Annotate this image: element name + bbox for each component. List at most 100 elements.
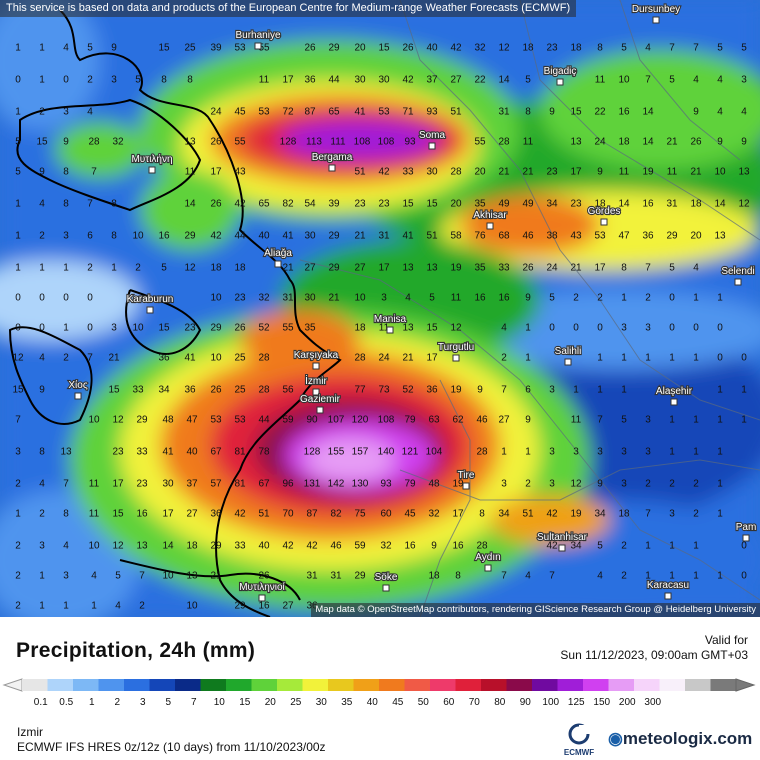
place-marker-icon — [742, 534, 750, 542]
place-label[interactable]: Soma — [418, 129, 447, 142]
grid-value: 3 — [111, 75, 117, 86]
grid-value: 5 — [597, 541, 603, 552]
place-label[interactable]: Dursunbey — [631, 3, 682, 16]
grid-value: 9 — [477, 385, 483, 396]
place-label[interactable]: Akhisar — [472, 209, 508, 222]
grid-value: 14 — [714, 199, 726, 210]
place-label[interactable]: Tire — [456, 469, 475, 482]
place-marker-icon — [428, 142, 436, 150]
place-label[interactable]: Turgutlu — [437, 341, 476, 354]
grid-value: 9 — [111, 43, 117, 54]
legend-tick-label: 20 — [265, 697, 277, 708]
grid-value: 1 — [645, 541, 651, 552]
place-label[interactable]: Manisa — [373, 313, 408, 326]
meteologix-logo[interactable]: ◉meteologix.com — [608, 729, 752, 749]
grid-value: 30 — [304, 293, 316, 304]
place-label[interactable]: Selendi — [720, 265, 756, 278]
grid-value: 34 — [158, 385, 170, 396]
grid-value: 29 — [354, 571, 366, 582]
grid-value: 36 — [426, 385, 438, 396]
grid-value: 1 — [717, 385, 723, 396]
grid-value: 21 — [690, 167, 702, 178]
grid-value: 53 — [234, 415, 246, 426]
legend-tick-label: 5 — [165, 697, 171, 708]
place-label[interactable]: Karşıyaka — [293, 349, 340, 362]
grid-value: 18 — [522, 43, 534, 54]
grid-value: 1 — [39, 263, 45, 274]
grid-value: 13 — [570, 137, 582, 148]
grid-value: 1 — [621, 385, 627, 396]
grid-value: 32 — [380, 541, 392, 552]
place-marker-icon — [734, 278, 742, 286]
grid-value: 1 — [501, 447, 507, 458]
place-label[interactable]: Χίος — [67, 378, 89, 392]
grid-value: 34 — [546, 199, 558, 210]
place-label[interactable]: Pam — [735, 521, 758, 534]
grid-value: 16 — [642, 199, 654, 210]
precipitation-map[interactable]: 1 1 4 5 9 15 25 39 53 55 26 29 20 15 26 40 42 32 12 18 23 18 8… — [0, 0, 760, 617]
grid-value: 15 — [158, 43, 170, 54]
grid-value: 17 — [162, 509, 174, 520]
grid-value: 34 — [498, 509, 510, 520]
grid-value: 23 — [184, 323, 196, 334]
grid-value: 51 — [354, 167, 366, 178]
grid-value: 29 — [328, 263, 340, 274]
grid-value: 0 — [573, 323, 579, 334]
grid-value: 44 — [328, 75, 340, 86]
grid-value: 8 — [63, 509, 69, 520]
place-label[interactable]: Alaşehir — [655, 385, 694, 398]
place-label[interactable]: Aliağa — [263, 247, 293, 260]
legend-tick-label: 3 — [140, 697, 146, 708]
legend-tick-label: 100 — [542, 697, 559, 708]
grid-value: 1 — [91, 601, 97, 612]
place-label[interactable]: Sultanhisar — [536, 531, 589, 544]
grid-value: 31 — [282, 293, 294, 304]
place-label[interactable]: Gördes — [587, 205, 622, 218]
place-label[interactable]: Μυτιλήνη — [130, 152, 173, 166]
legend-tick-label: 2 — [114, 697, 120, 708]
grid-value: 1 — [717, 479, 723, 490]
legend-tick-label: 45 — [392, 697, 404, 708]
grid-value: 9 — [63, 137, 69, 148]
grid-value: 1 — [669, 571, 675, 582]
grid-value: 120 — [352, 415, 369, 426]
grid-value: 8 — [39, 447, 45, 458]
legend-swatch — [251, 679, 278, 691]
grid-value: 9 — [525, 415, 531, 426]
place-label[interactable]: Bergama — [311, 151, 354, 164]
grid-value: 26 — [258, 571, 270, 582]
place-label[interactable]: Karacasu — [646, 579, 690, 592]
grid-value: 70 — [282, 509, 294, 520]
admin-boundaries — [299, 0, 760, 617]
grid-value: 1 — [597, 385, 603, 396]
place-label[interactable]: İzmir — [304, 373, 329, 388]
grid-value: 42 — [378, 167, 390, 178]
legend-swatch — [302, 679, 329, 691]
place-label[interactable]: Μυτιληνιοί — [238, 580, 287, 594]
grid-value: 23 — [546, 167, 558, 178]
grid-value: 3 — [645, 323, 651, 334]
grid-value: 17 — [210, 167, 222, 178]
grid-value: 2 — [135, 263, 141, 274]
legend-swatch — [710, 679, 737, 691]
place-label[interactable]: Söke — [374, 571, 399, 584]
grid-value: 42 — [234, 199, 246, 210]
map-attribution[interactable]: Map data © OpenStreetMap contributors, r… — [311, 603, 760, 617]
meteologix-text-a: meteologi — [622, 729, 704, 748]
grid-value: 18 — [690, 199, 702, 210]
coastline — [8, 9, 342, 617]
place-label[interactable]: Bigadiç — [542, 65, 577, 78]
place-label[interactable]: Karaburun — [126, 293, 175, 306]
place-label[interactable]: Burhaniye — [234, 29, 282, 42]
grid-value: 34 — [570, 541, 582, 552]
grid-value: 16 — [404, 541, 416, 552]
place-label[interactable]: Salihli — [554, 345, 583, 358]
place-marker-icon — [328, 164, 336, 172]
valid-time-block: Valid for Sun 11/12/2023, 09:00am GMT+03 — [560, 633, 748, 663]
place-label[interactable]: Gaziemir — [299, 393, 342, 406]
grid-value: 39 — [328, 199, 340, 210]
grid-value: 2 — [645, 479, 651, 490]
grid-value: 17 — [570, 167, 582, 178]
grid-value: 25 — [234, 385, 246, 396]
place-label[interactable]: Aydın — [474, 551, 502, 564]
